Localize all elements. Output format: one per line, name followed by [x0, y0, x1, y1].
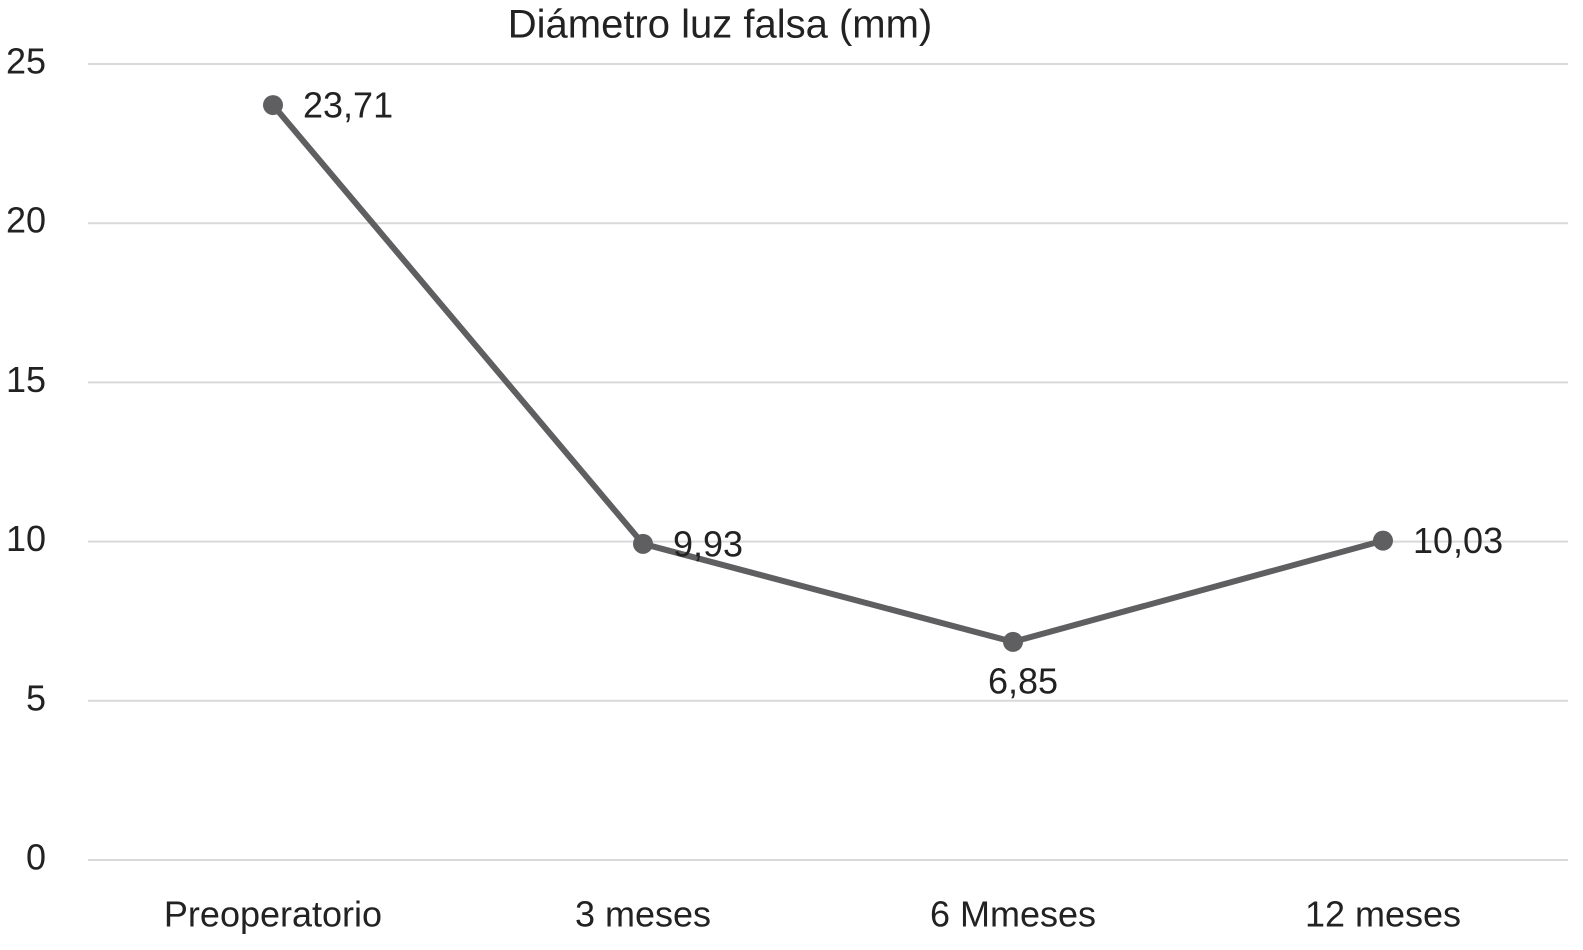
y-tick-label: 0 [26, 837, 46, 878]
y-tick-label: 15 [6, 359, 46, 400]
y-tick-label: 5 [26, 677, 46, 718]
x-tick-label: 6 Mmeses [930, 894, 1096, 935]
y-tick-label: 25 [6, 41, 46, 82]
data-label: 6,85 [988, 660, 1058, 701]
data-label: 10,03 [1413, 520, 1503, 561]
x-tick-label: 12 meses [1305, 894, 1461, 935]
data-point [633, 533, 653, 554]
y-tick-label: 20 [6, 200, 46, 241]
data-point [1373, 530, 1393, 551]
x-tick-label: Preoperatorio [164, 894, 382, 935]
chart-title: Diámetro luz falsa (mm) [508, 3, 933, 47]
x-tick-label: 3 meses [575, 894, 711, 935]
data-point [263, 95, 283, 116]
data-label: 23,71 [303, 85, 393, 126]
data-point [1003, 631, 1023, 652]
data-line [270, 103, 1384, 645]
data-label: 9,93 [673, 523, 743, 564]
y-tick-label: 10 [6, 518, 46, 559]
